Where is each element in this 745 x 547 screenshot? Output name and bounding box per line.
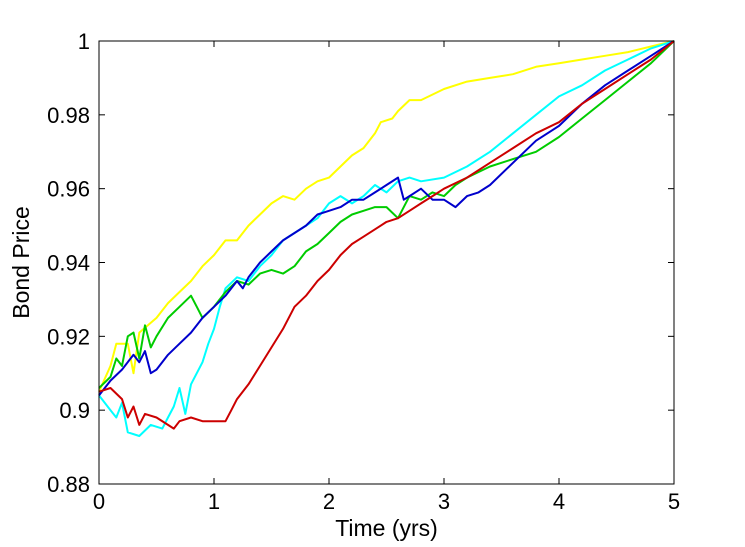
series-line-2	[98, 40, 675, 389]
x-tick-label: 5	[668, 489, 680, 514]
x-tick-label: 2	[323, 489, 335, 514]
x-tick-label: 1	[208, 489, 220, 514]
y-tick-label: 0.88	[47, 472, 90, 497]
plot-frame	[98, 40, 675, 485]
y-tick-label: 0.94	[47, 251, 90, 276]
y-tick-label: 1	[78, 29, 90, 54]
series-layer	[98, 40, 675, 437]
x-tick-label: 3	[438, 489, 450, 514]
y-axis-label: Bond Price	[8, 206, 34, 319]
series-line-4	[98, 40, 675, 430]
x-axis: 0 1 2 3 4 5	[93, 41, 680, 514]
y-tick-label: 0.98	[47, 103, 90, 128]
series-line-0	[98, 40, 675, 393]
x-tick-label: 0	[93, 489, 105, 514]
y-axis: 0.88 0.9 0.92 0.94 0.96 0.98 1	[47, 29, 674, 497]
y-tick-label: 0.9	[59, 398, 90, 423]
x-tick-label: 4	[553, 489, 565, 514]
y-tick-label: 0.96	[47, 177, 90, 202]
series-line-3	[98, 40, 675, 397]
y-tick-label: 0.92	[47, 324, 90, 349]
x-axis-label: Time (yrs)	[335, 515, 438, 541]
